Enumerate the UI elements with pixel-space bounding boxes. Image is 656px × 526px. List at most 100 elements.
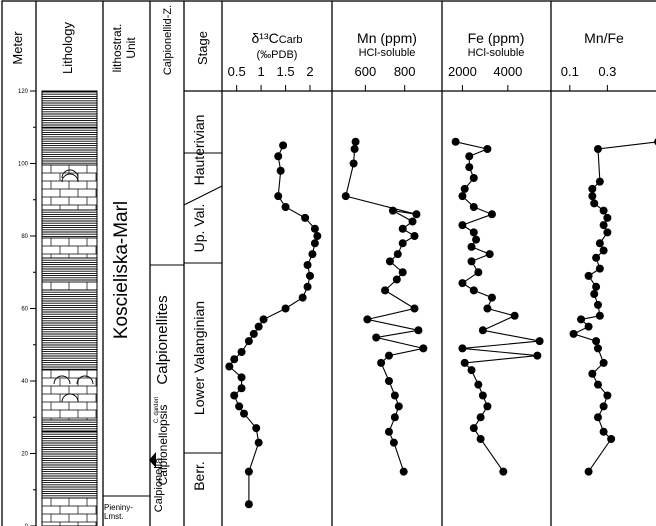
- fe-point: [483, 304, 492, 313]
- mnfe-point: [599, 206, 608, 215]
- fe-point: [535, 337, 544, 346]
- d13c-point: [310, 224, 319, 233]
- formation-label: Koscieliska-Marl: [111, 201, 132, 339]
- fe-title: Fe (ppm): [468, 30, 525, 46]
- lithostrat-header-line2: Unit: [124, 37, 138, 59]
- fe-point: [483, 402, 492, 411]
- fe-point: [458, 344, 467, 353]
- fe-point: [485, 250, 494, 259]
- d13c-point: [225, 362, 234, 371]
- mnfe-point: [599, 402, 608, 411]
- lithostrat-column: Koscieliska-Marl Pieniny- Lmst.: [103, 201, 150, 521]
- fe-point: [487, 293, 496, 302]
- d13c-panel: 0.5 1 1.5 2: [225, 64, 322, 509]
- d13c-point: [237, 373, 246, 382]
- calpionellid-column: Calpionellites Calpionellopsis Calpionel…: [149, 264, 184, 512]
- stage-lower-val: Lower Valanginian: [191, 301, 207, 415]
- fe-point: [478, 391, 487, 400]
- mnfe-point: [584, 322, 593, 331]
- mnfe-point: [599, 427, 608, 436]
- pieniny-label-line1: Pieniny-: [104, 503, 133, 512]
- d13c-point: [235, 402, 244, 411]
- mn-point: [419, 344, 428, 353]
- mnfe-point: [588, 184, 597, 193]
- d13c-header: δ¹³CCarb (‰PDB): [251, 30, 302, 61]
- mn-point: [372, 333, 381, 342]
- d13c-point: [240, 409, 248, 418]
- mnfe-point: [599, 246, 608, 255]
- mn-point: [381, 286, 390, 295]
- fossil-symbol: [53, 375, 71, 385]
- fe-point: [469, 424, 478, 433]
- mnfe-point: [603, 213, 612, 222]
- d13c-point: [254, 322, 263, 331]
- fe-point: [476, 435, 485, 443]
- fe-point: [458, 221, 467, 230]
- d13c-point: [301, 213, 310, 222]
- fe-point: [472, 235, 481, 244]
- svg-text:δ¹³CCarb: δ¹³CCarb: [251, 30, 302, 46]
- fe-xtick-label: 2000: [448, 64, 477, 79]
- mnfe-point: [593, 300, 602, 309]
- d13c-series-line: [228, 145, 318, 505]
- fe-point: [469, 174, 478, 182]
- mnfe-point: [592, 282, 601, 291]
- meter-tick-label: 100: [18, 162, 29, 168]
- fe-point: [533, 351, 542, 360]
- mn-point: [350, 145, 359, 153]
- mn-point: [398, 224, 407, 233]
- d13c-point: [276, 166, 285, 175]
- d13c-point: [252, 424, 261, 433]
- fe-point: [458, 192, 467, 201]
- mnfe-point: [588, 369, 597, 378]
- mnfe-point: [592, 337, 601, 346]
- fe-point: [467, 242, 476, 251]
- d13c-title: δ¹³C: [251, 30, 278, 46]
- meter-tick-label: 80: [21, 234, 28, 240]
- mn-point: [341, 192, 350, 201]
- limestone-bed: [41, 237, 98, 259]
- mn-point: [390, 391, 399, 400]
- mn-point: [392, 275, 401, 284]
- fossil-symbol: [76, 375, 94, 385]
- mnfe-point: [593, 344, 602, 353]
- meter-tick-label: 20: [21, 452, 28, 458]
- fe-point: [469, 228, 478, 237]
- fe-series-line: [455, 141, 540, 472]
- fe-point: [483, 145, 492, 153]
- mnfe-point: [577, 315, 586, 324]
- fe-point: [465, 163, 474, 172]
- mnfe-series-line: [572, 141, 656, 472]
- stage-column: [183, 152, 223, 454]
- d13c-subscript: Carb: [279, 34, 303, 46]
- calpionellid-header: Calpionellid-Z.: [162, 5, 174, 75]
- fossil-symbol: [61, 173, 79, 183]
- d13c-unit: (‰PDB): [257, 49, 298, 61]
- mnfe-point: [599, 221, 608, 230]
- mn-point: [394, 402, 403, 411]
- d13c-point: [281, 203, 290, 211]
- mn-point: [410, 304, 419, 313]
- mnfe-panel: 0.1 0.3: [561, 64, 656, 476]
- calpionellites-label: Calpionellites: [154, 295, 171, 384]
- d13c-point: [313, 232, 322, 240]
- mnfe-point: [595, 264, 604, 273]
- mnfe-point: [592, 253, 601, 262]
- mnfe-point: [590, 290, 599, 298]
- fe-point: [460, 358, 469, 367]
- meter-tick-label: 120: [18, 89, 29, 95]
- d13c-point: [254, 438, 263, 447]
- mn-point: [398, 268, 407, 277]
- limestone-bed: [41, 281, 98, 291]
- fe-point: [467, 366, 476, 375]
- mn-point: [384, 427, 393, 436]
- lithology-header: Lithology: [60, 21, 75, 74]
- mnfe-point: [590, 199, 599, 208]
- d13c-point: [303, 282, 312, 291]
- mnfe-title: Mn/Fe: [584, 30, 624, 46]
- d13c-point: [308, 250, 317, 259]
- mn-point: [384, 351, 393, 360]
- d13c-point: [298, 293, 307, 302]
- d13c-point: [230, 355, 239, 364]
